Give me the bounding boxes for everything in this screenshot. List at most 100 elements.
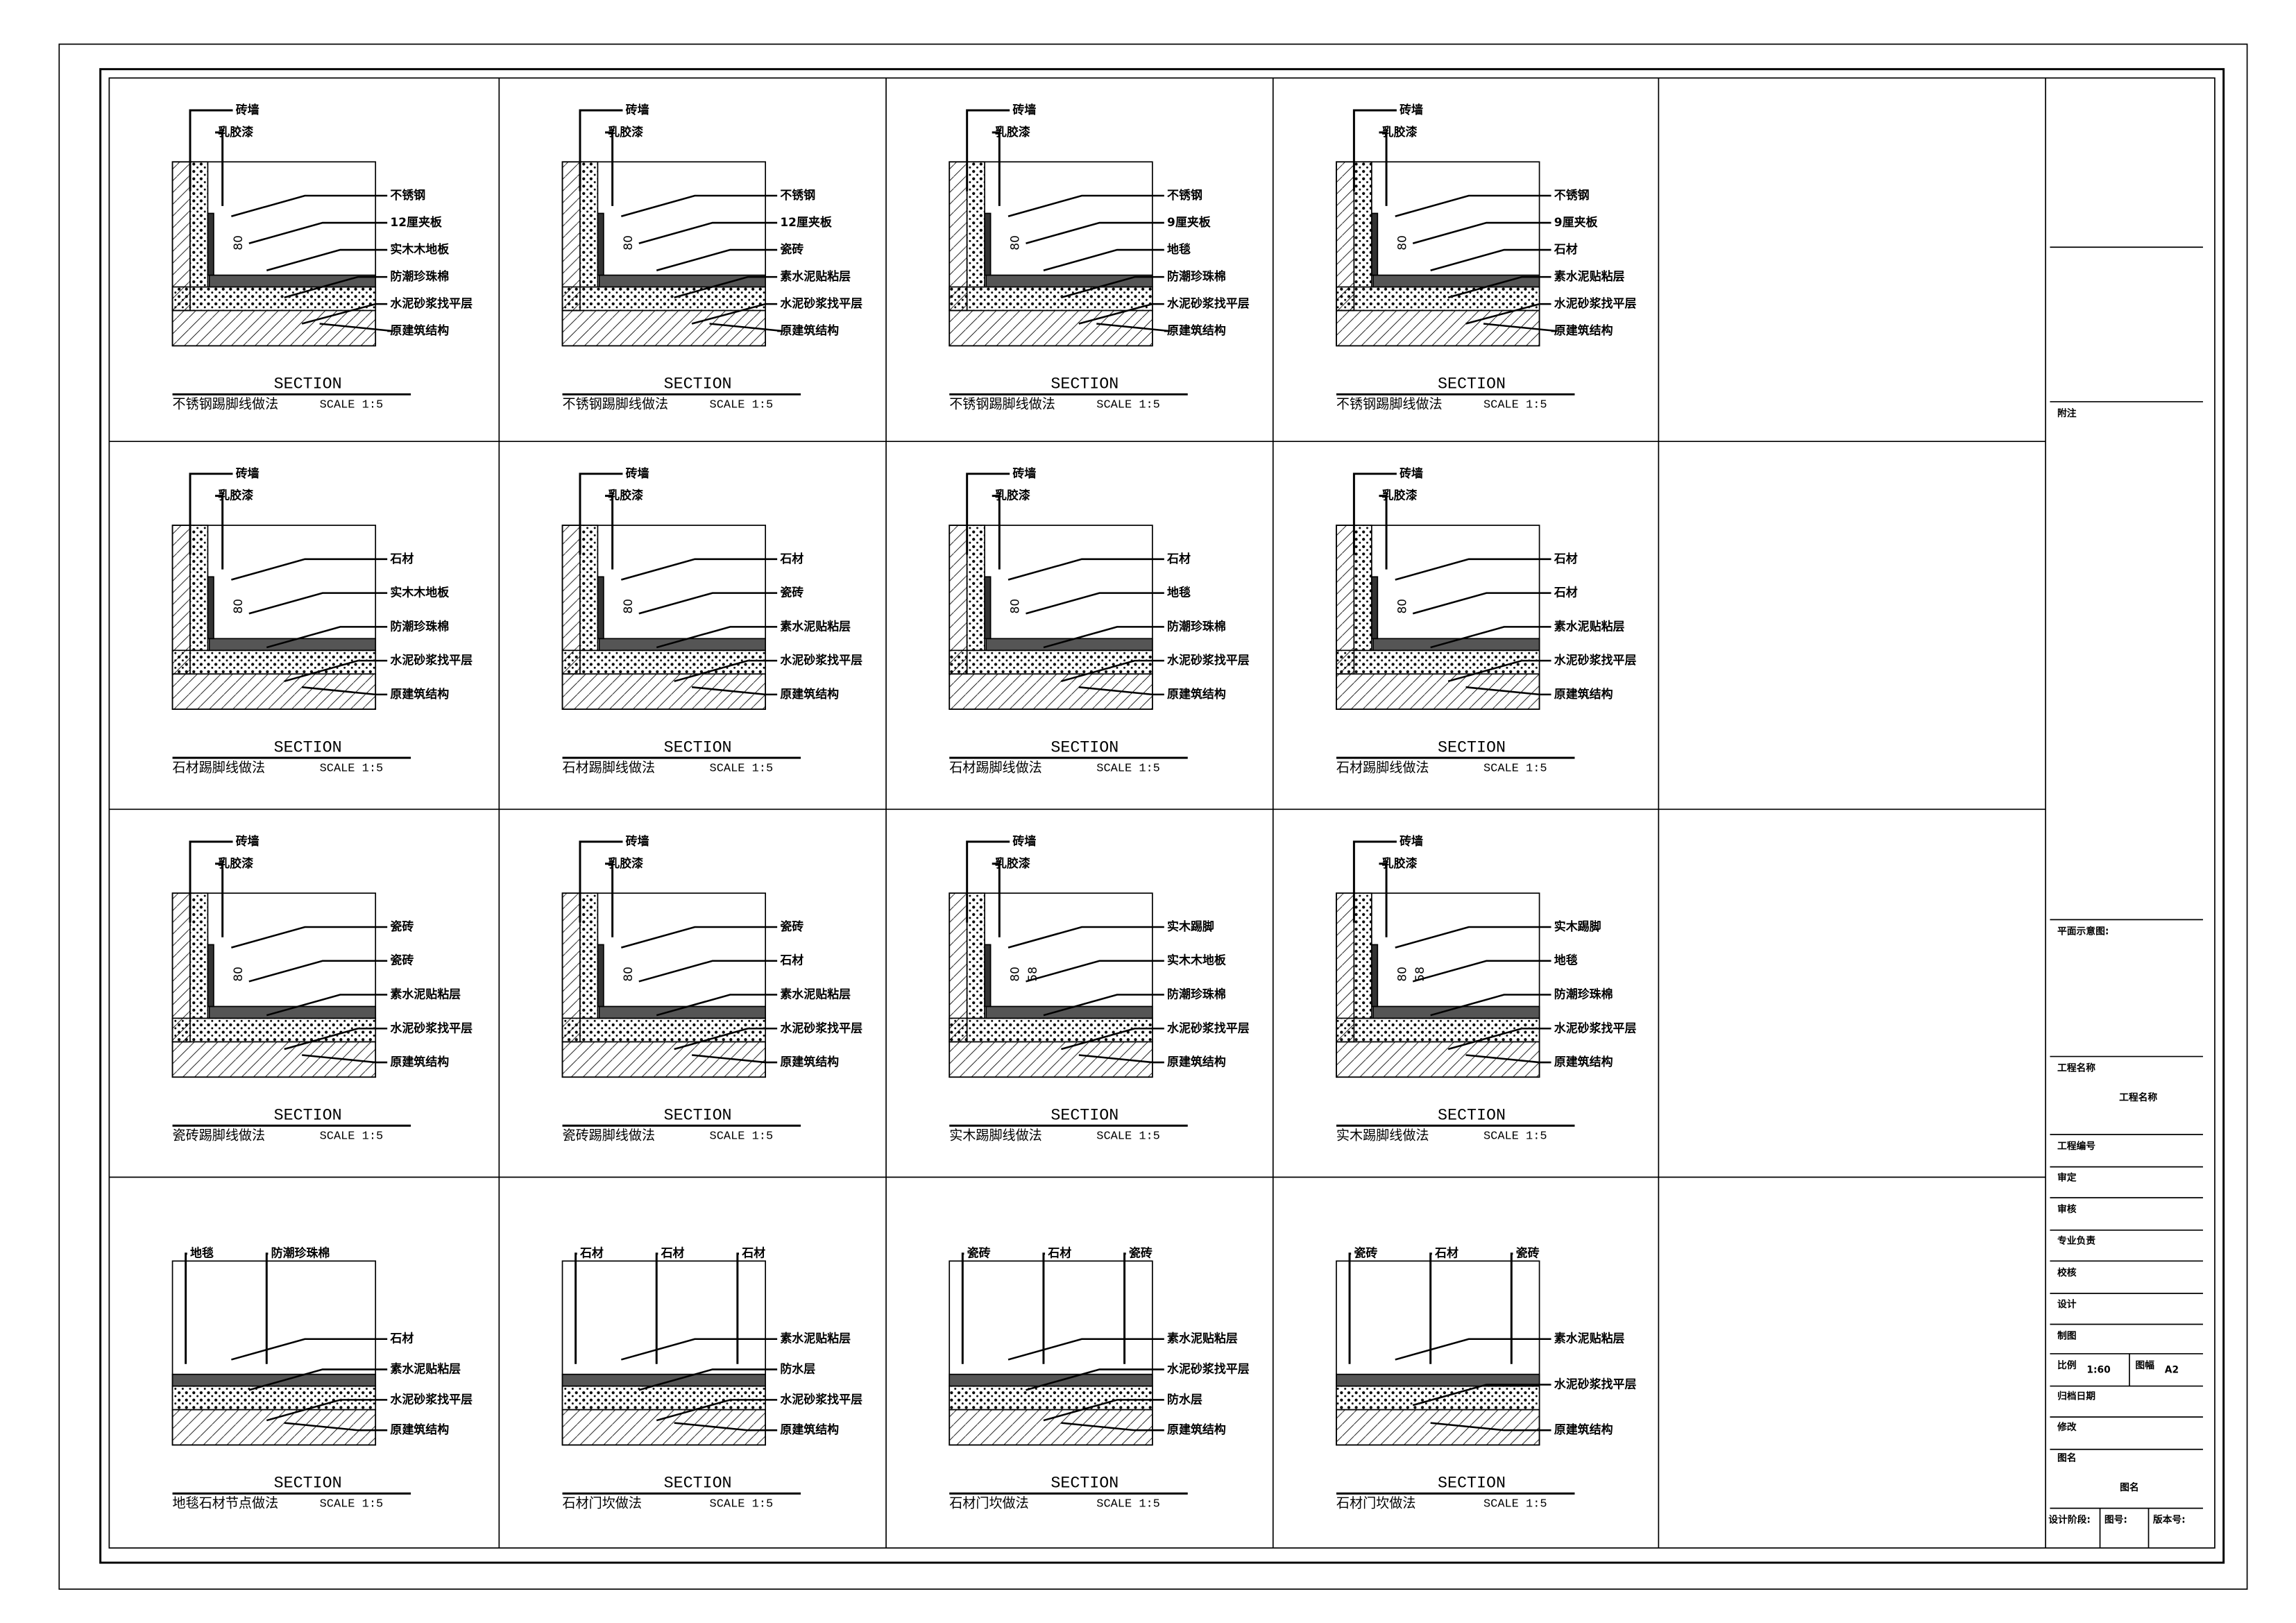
leader xyxy=(1007,558,1164,581)
leader xyxy=(966,109,1010,192)
leader xyxy=(1379,863,1388,937)
leader xyxy=(638,960,778,983)
skirting xyxy=(984,944,992,1008)
callout-label: 原建筑结构 xyxy=(780,323,839,337)
leader xyxy=(231,1338,388,1361)
leader xyxy=(284,1422,388,1431)
finish xyxy=(171,1373,377,1387)
section-caption: 石材门坎做法 xyxy=(949,1496,1028,1511)
section-caption: 不锈钢踢脚线做法 xyxy=(173,397,279,412)
leader xyxy=(655,1252,658,1364)
leader xyxy=(266,248,388,271)
title-text: 审核 xyxy=(2057,1203,2077,1215)
screed xyxy=(561,286,766,312)
section-title: SECTION xyxy=(1438,376,1506,394)
leader xyxy=(1379,131,1388,206)
skirting xyxy=(597,576,604,640)
leader xyxy=(1430,994,1551,1017)
leader xyxy=(1007,194,1164,217)
callout-label: 水泥砂浆找平层 xyxy=(1554,653,1637,667)
leader xyxy=(1510,1252,1513,1364)
leader xyxy=(301,303,388,325)
leader xyxy=(1078,686,1164,696)
dimension: 80 xyxy=(1395,599,1409,614)
callout-label: 砖墙 xyxy=(1400,466,1423,480)
leader xyxy=(966,840,1010,923)
callout-label: 乳胶漆 xyxy=(995,125,1030,139)
callout-label: 实木踢脚 xyxy=(1554,919,1601,933)
dimension: 80 xyxy=(1008,967,1022,982)
callout-label: 原建筑结构 xyxy=(390,1422,449,1436)
callout-label: 原建筑结构 xyxy=(1167,323,1226,337)
leader xyxy=(674,1028,778,1051)
leader xyxy=(284,1028,388,1051)
leader xyxy=(1043,626,1164,649)
screed xyxy=(561,1017,766,1043)
leader xyxy=(1465,686,1551,696)
callout-label: 乳胶漆 xyxy=(1382,125,1418,139)
callout-label: 石材 xyxy=(661,1246,685,1260)
section-caption: 石材门坎做法 xyxy=(563,1496,642,1511)
leader xyxy=(302,686,388,696)
callout-label: 石材 xyxy=(389,552,414,566)
callout-label: 乳胶漆 xyxy=(608,856,643,870)
screed xyxy=(949,649,1153,675)
callout-label: 实木木地板 xyxy=(390,586,450,600)
section-scale: SCALE 1:5 xyxy=(320,1130,384,1144)
callout-label: 不锈钢 xyxy=(390,188,425,202)
leader xyxy=(579,840,623,923)
callout-label: 水泥砂浆找平层 xyxy=(780,653,862,667)
section-scale: SCALE 1:5 xyxy=(1483,399,1547,412)
callout-label: 水泥砂浆找平层 xyxy=(1167,1021,1250,1035)
title-text: 审定 xyxy=(2057,1172,2077,1184)
leader xyxy=(966,473,1010,555)
callout-label: 原建筑结构 xyxy=(1554,687,1613,701)
leader xyxy=(579,473,623,555)
leader xyxy=(1043,248,1164,271)
dimension: 80 xyxy=(1395,967,1409,982)
skirting xyxy=(984,576,992,640)
leader xyxy=(215,131,224,206)
leader xyxy=(1430,1422,1551,1431)
section-caption: 石材踢脚线做法 xyxy=(563,760,656,775)
wall xyxy=(949,161,968,312)
title-text: 制图 xyxy=(2057,1329,2077,1341)
callout-label: 水泥砂浆找平层 xyxy=(390,1392,473,1406)
callout-label: 9厘夹板 xyxy=(1167,215,1211,229)
callout-label: 砖墙 xyxy=(236,103,260,117)
leader xyxy=(1430,626,1551,649)
callout-label: 瓷砖 xyxy=(780,586,803,600)
leader xyxy=(579,109,623,192)
title-text: 设计阶段: xyxy=(2048,1514,2091,1526)
leader xyxy=(265,1252,269,1364)
plaster xyxy=(579,161,599,288)
callout-label: 乳胶漆 xyxy=(995,488,1030,502)
leader xyxy=(1352,473,1397,555)
leader xyxy=(1026,1368,1164,1391)
title-text: A2 xyxy=(2165,1364,2179,1375)
structure xyxy=(949,1409,1153,1446)
structure xyxy=(171,1041,377,1078)
section-scale: SCALE 1:5 xyxy=(1483,1130,1547,1144)
callout-label: 瓷砖 xyxy=(1129,1246,1153,1260)
section-scale: SCALE 1:5 xyxy=(710,1130,774,1144)
leader xyxy=(691,1054,778,1064)
callout-label: 防潮珍珠棉 xyxy=(1167,619,1226,633)
screed xyxy=(171,649,377,675)
callout-label: 瓷砖 xyxy=(1354,1246,1377,1260)
callout-label: 防水层 xyxy=(1167,1392,1202,1406)
leader xyxy=(656,248,778,271)
dimension: 80 xyxy=(231,599,245,614)
leader xyxy=(656,1399,778,1422)
structure xyxy=(1336,1041,1540,1078)
section-caption: 实木踢脚线做法 xyxy=(1336,1128,1429,1144)
dimension: 80 xyxy=(231,967,245,982)
screed xyxy=(561,649,766,675)
leader xyxy=(1412,1384,1551,1407)
finish xyxy=(208,274,377,288)
leader xyxy=(620,558,778,581)
callout-label: 素水泥贴粘层 xyxy=(1167,1332,1238,1345)
section-scale: SCALE 1:5 xyxy=(320,762,384,775)
callout-label: 砖墙 xyxy=(1400,103,1423,117)
plaster xyxy=(966,525,985,652)
